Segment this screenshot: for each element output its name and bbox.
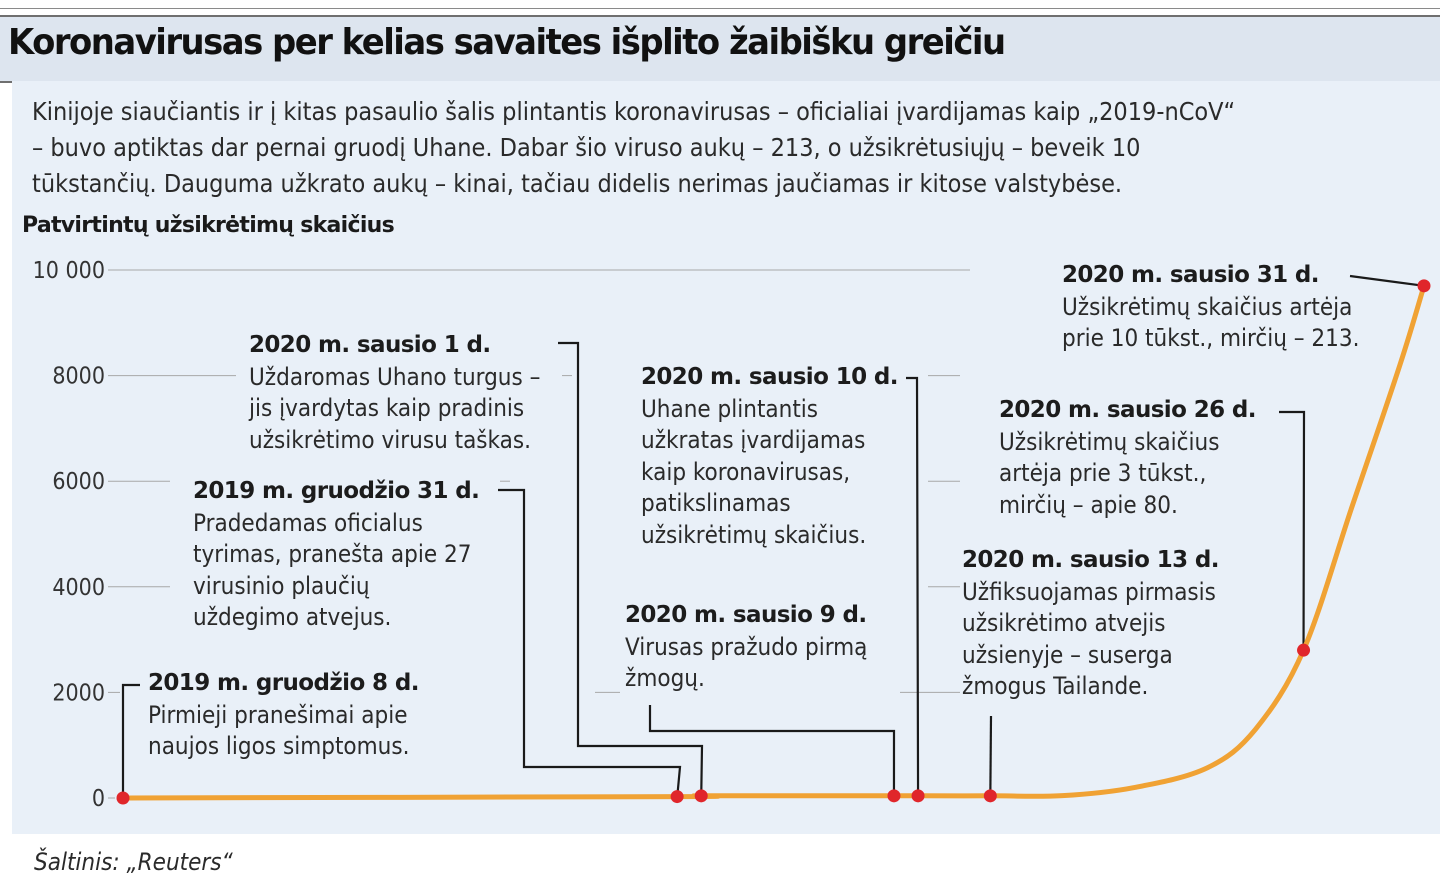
annotation-date: 2020 m. sausio 13 d.: [962, 547, 1220, 573]
annotation-leader-line: [558, 341, 704, 798]
y-axis-title: Patvirtintų užsikrėtimų skaičius: [22, 213, 395, 238]
data-point: [694, 789, 708, 803]
annotation-date: 2020 m. sausio 26 d.: [999, 397, 1257, 423]
annotation-leader-line: [121, 683, 140, 797]
y-tick-label: 8000: [52, 364, 105, 390]
annotation-jan-1: 2020 m. sausio 1 d. Uždaromas Uhano turg…: [249, 330, 540, 456]
page-title: Koronavirusas per kelias savaites išplit…: [8, 22, 1006, 63]
y-tick-label: 4000: [52, 575, 105, 601]
y-tick-label: 10 000: [33, 258, 105, 284]
annotation-text: užsikrėtimo virusu taškas.: [249, 425, 531, 454]
annotation-text: užkratas įvardijamas: [641, 426, 866, 454]
intro-text: Kinijoje siaučiantis ir į kitas pasaulio…: [32, 94, 1440, 202]
source-note: Šaltinis: „Reuters“: [34, 848, 233, 876]
data-point: [116, 791, 130, 805]
annotation-text: naujos ligos simptomus.: [148, 732, 410, 760]
annotation-leader-line: [648, 705, 896, 797]
annotation-text: užsikrėtimo atvejis: [962, 609, 1166, 637]
annotation-text: žmogų.: [625, 664, 705, 692]
data-point: [670, 790, 684, 804]
series-line: [120, 283, 1427, 801]
top-rule: [0, 8, 1440, 9]
annotation-leader-line: [1349, 274, 1425, 287]
annotation-leader-line: [989, 715, 993, 796]
annotation-text: jis įvardytas kaip pradinis: [249, 394, 525, 422]
annotation-text: virusinio plaučių: [193, 571, 370, 600]
annotation-text: užsienyje – suserga: [962, 640, 1173, 669]
annotation-text: žmogus Tailande.: [962, 672, 1149, 700]
annotation-jan-26: 2020 m. sausio 26 d. Užsikrėtimų skaičiu…: [999, 395, 1257, 521]
chart-panel: [12, 81, 1440, 834]
annotation-text: kaip koronavirusas,: [641, 457, 851, 486]
annotation-date: 2019 m. gruodžio 8 d.: [148, 670, 419, 696]
annotation-jan-13: 2020 m. sausio 13 d. Užfiksuojamas pirma…: [962, 545, 1220, 703]
annotation-jan-9: 2020 m. sausio 9 d. Virusas pražudo pirm…: [625, 600, 867, 695]
annotation-text: Užsikrėtimų skaičius: [999, 427, 1220, 456]
annotation-date: 2019 m. gruodžio 31 d.: [193, 478, 480, 504]
annotation-leader-line: [498, 488, 682, 799]
annotation-text: Virusas pražudo pirmą: [625, 632, 868, 661]
y-tick-label: 6000: [52, 469, 105, 495]
annotation-text: Pradedamas oficialus: [193, 508, 423, 537]
intro-line: tūkstančių. Dauguma užkrato aukų – kinai…: [32, 169, 1123, 198]
data-point: [983, 789, 997, 803]
annotation-text: Pirmieji pranešimai apie: [148, 700, 408, 729]
y-tick-label: 2000: [52, 680, 105, 706]
data-point: [911, 789, 925, 803]
intro-line: – buvo aptiktas dar pernai gruodį Uhane.…: [32, 133, 1141, 162]
annotation-text: mirčių – apie 80.: [999, 490, 1178, 519]
data-point: [1297, 643, 1311, 657]
annotation-text: uždegimo atvejus.: [193, 603, 392, 631]
annotation-text: prie 10 tūkst., mirčių – 213.: [1062, 324, 1360, 352]
annotation-dec-8: 2019 m. gruodžio 8 d. Pirmieji pranešima…: [148, 668, 419, 763]
annotation-text: Uždaromas Uhano turgus –: [249, 362, 541, 391]
annotation-leader-line: [906, 376, 920, 796]
annotation-dec-31: 2019 m. gruodžio 31 d. Pradedamas oficia…: [193, 476, 480, 634]
data-point: [887, 789, 901, 803]
annotation-date: 2020 m. sausio 9 d.: [625, 602, 867, 628]
y-tick-label: 0: [92, 786, 105, 812]
data-point: [1417, 279, 1431, 293]
annotation-jan-31: 2020 m. sausio 31 d. Užsikrėtimų skaičiu…: [1062, 260, 1359, 355]
annotation-text: užsikrėtimų skaičius.: [641, 520, 867, 549]
intro-line: Kinijoje siaučiantis ir į kitas pasaulio…: [32, 97, 1236, 126]
annotation-text: artėja prie 3 tūkst.,: [999, 459, 1207, 487]
annotation-text: Uhane plintantis: [641, 394, 819, 423]
annotation-text: Užfiksuojamas pirmasis: [962, 577, 1216, 606]
annotation-date: 2020 m. sausio 31 d.: [1062, 262, 1320, 288]
annotation-date: 2020 m. sausio 1 d.: [249, 332, 491, 358]
annotation-text: Užsikrėtimų skaičius artėja: [1062, 292, 1353, 321]
annotation-text: tyrimas, pranešta apie 27: [193, 540, 472, 568]
annotation-jan-10: 2020 m. sausio 10 d. Uhane plintantis už…: [641, 362, 899, 551]
annotation-leader-line: [1279, 410, 1306, 651]
annotation-date: 2020 m. sausio 10 d.: [641, 364, 899, 390]
annotation-text: patikslinamas: [641, 489, 791, 517]
